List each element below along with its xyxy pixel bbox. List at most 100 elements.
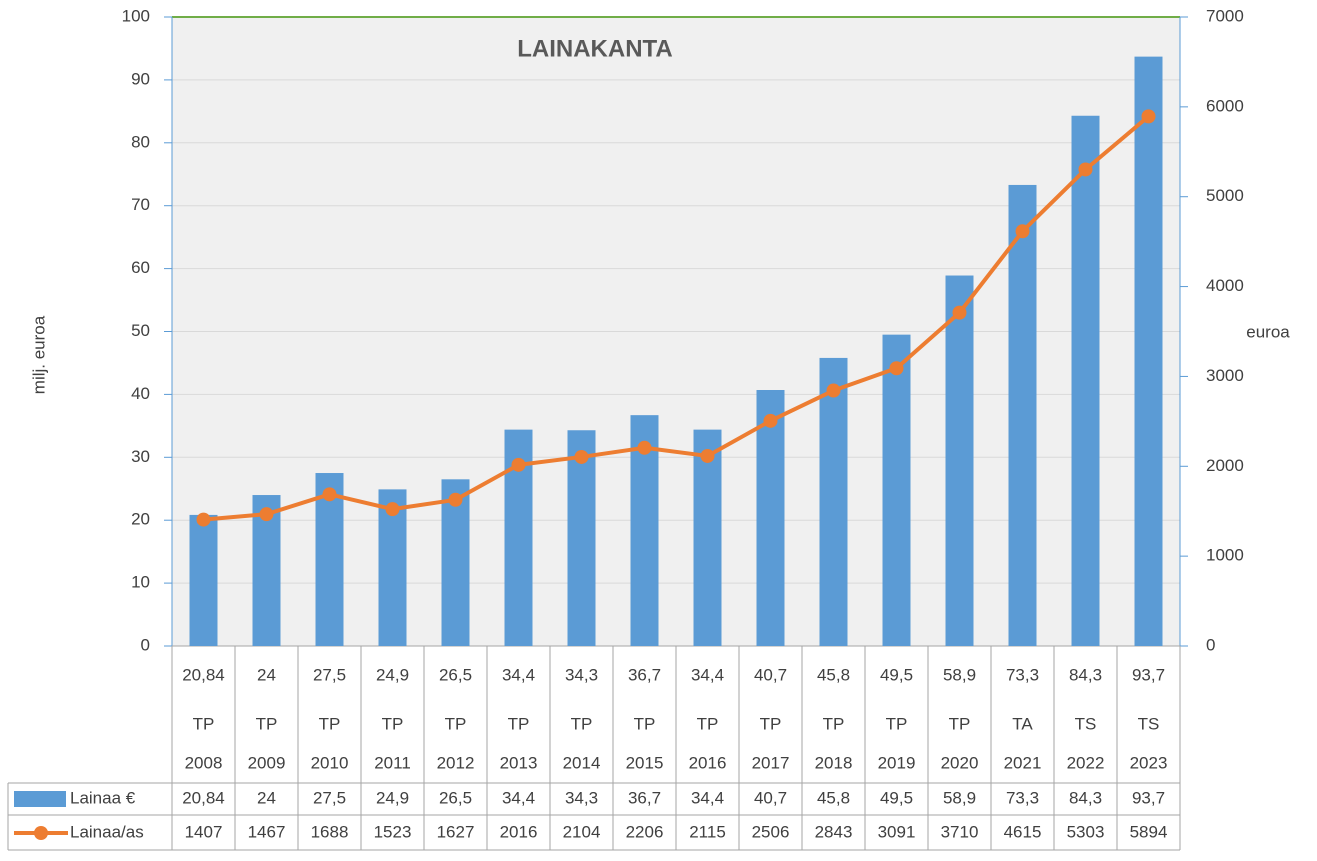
value-label: 40,7	[754, 665, 787, 684]
table-value: 34,3	[565, 788, 598, 807]
x-tick-label: TP	[571, 714, 593, 733]
x-tick-label: TP	[697, 714, 719, 733]
y-tick-label: 100	[122, 6, 150, 25]
bar	[315, 473, 344, 646]
x-tick-label: TP	[886, 714, 908, 733]
marker	[889, 361, 904, 376]
x-tick-label: TP	[382, 714, 404, 733]
x-tick-label: TS	[1138, 714, 1160, 733]
value-label: 58,9	[943, 665, 976, 684]
table-value: 3710	[941, 822, 979, 841]
table-value: 2104	[563, 822, 601, 841]
table-value: 26,5	[439, 788, 472, 807]
table-value: 45,8	[817, 788, 850, 807]
x-tick-label: 2017	[752, 753, 790, 772]
x-tick-label: 2021	[1004, 753, 1042, 772]
marker	[637, 440, 652, 455]
bar	[1071, 115, 1100, 647]
value-label: 20,84	[182, 665, 225, 684]
value-label: 84,3	[1069, 665, 1102, 684]
x-tick-label: 2022	[1067, 753, 1105, 772]
marker	[826, 383, 841, 398]
table-value: 3091	[878, 822, 916, 841]
y-tick-label: 70	[131, 195, 150, 214]
table-value: 1688	[311, 822, 349, 841]
table-value: 93,7	[1132, 788, 1165, 807]
bar	[882, 334, 911, 646]
y2-tick-label: 0	[1206, 635, 1215, 654]
value-label: 49,5	[880, 665, 913, 684]
x-tick-label: 2020	[941, 753, 979, 772]
bar	[441, 479, 470, 646]
x-tick-label: 2012	[437, 753, 475, 772]
marker	[322, 487, 337, 502]
legend-label: Lainaa €	[70, 788, 136, 807]
marker	[700, 448, 715, 463]
table-value: 5894	[1130, 822, 1168, 841]
x-tick-label: 2009	[248, 753, 286, 772]
y2-axis-label: euroa	[1246, 322, 1290, 341]
marker	[448, 492, 463, 507]
x-tick-label: TP	[823, 714, 845, 733]
marker	[1015, 224, 1030, 239]
value-label: 24,9	[376, 665, 409, 684]
y2-tick-label: 6000	[1206, 96, 1244, 115]
marker	[196, 512, 211, 527]
value-label: 73,3	[1006, 665, 1039, 684]
value-label: 27,5	[313, 665, 346, 684]
table-value: 49,5	[880, 788, 913, 807]
bar	[693, 429, 722, 646]
bar	[1134, 56, 1163, 646]
y2-tick-label: 7000	[1206, 6, 1244, 25]
marker	[385, 502, 400, 517]
marker	[763, 413, 778, 428]
table-value: 24	[257, 788, 276, 807]
table-value: 36,7	[628, 788, 661, 807]
table-value: 2506	[752, 822, 790, 841]
table-value: 84,3	[1069, 788, 1102, 807]
value-label: 26,5	[439, 665, 472, 684]
marker	[952, 305, 967, 320]
table-value: 58,9	[943, 788, 976, 807]
x-tick-label: TP	[949, 714, 971, 733]
table-value: 34,4	[691, 788, 724, 807]
x-tick-label: 2013	[500, 753, 538, 772]
y-tick-label: 0	[141, 635, 150, 654]
marker	[574, 449, 589, 464]
value-label: 34,4	[502, 665, 535, 684]
chart-title: LAINAKANTA	[517, 35, 673, 62]
x-tick-label: 2015	[626, 753, 664, 772]
x-tick-label: TS	[1075, 714, 1097, 733]
x-tick-label: 2011	[374, 753, 411, 772]
table-value: 2843	[815, 822, 853, 841]
legend-marker	[34, 826, 48, 840]
table-value: 1407	[185, 822, 223, 841]
value-label: 34,3	[565, 665, 598, 684]
table-value: 24,9	[376, 788, 409, 807]
marker	[1078, 162, 1093, 177]
legend-label: Lainaa/as	[70, 822, 144, 841]
x-tick-label: 2010	[311, 753, 349, 772]
y-tick-label: 60	[131, 258, 150, 277]
x-tick-label: 2023	[1130, 753, 1168, 772]
y-tick-label: 80	[131, 132, 150, 151]
value-label: 24	[257, 665, 276, 684]
x-tick-label: TA	[1012, 714, 1033, 733]
y-tick-label: 10	[131, 573, 150, 592]
y2-tick-label: 4000	[1206, 276, 1244, 295]
table-value: 2206	[626, 822, 664, 841]
table-value: 2016	[500, 822, 538, 841]
x-tick-label: 2018	[815, 753, 853, 772]
table-value: 27,5	[313, 788, 346, 807]
x-tick-label: TP	[508, 714, 530, 733]
x-tick-label: 2014	[563, 753, 601, 772]
y-tick-label: 50	[131, 321, 150, 340]
value-label: 45,8	[817, 665, 850, 684]
table-value: 4615	[1004, 822, 1042, 841]
x-tick-label: TP	[445, 714, 467, 733]
x-tick-label: 2019	[878, 753, 916, 772]
x-tick-label: 2008	[185, 753, 223, 772]
bar	[567, 430, 596, 646]
value-label: 36,7	[628, 665, 661, 684]
